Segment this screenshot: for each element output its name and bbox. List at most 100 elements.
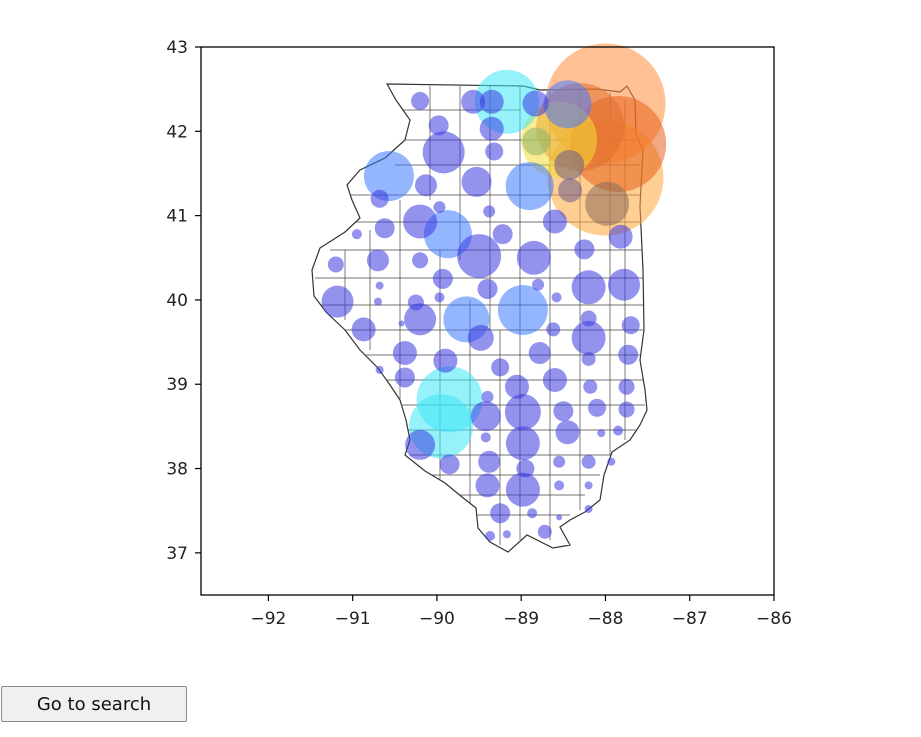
data-point <box>537 524 552 539</box>
data-point <box>432 268 453 289</box>
data-point <box>439 454 460 475</box>
data-point <box>428 115 449 136</box>
data-point <box>583 379 598 394</box>
y-tick-label: 38 <box>166 460 188 480</box>
data-point <box>366 249 389 272</box>
data-point <box>554 480 565 491</box>
data-point <box>398 320 405 327</box>
data-point <box>571 270 606 305</box>
data-point <box>505 472 540 507</box>
data-point <box>434 292 445 303</box>
data-point <box>491 358 510 377</box>
data-point <box>414 174 437 197</box>
y-axis: 37 38 39 40 41 42 43 <box>166 38 201 564</box>
data-point <box>411 91 430 110</box>
data-point <box>485 530 496 541</box>
data-point <box>483 205 496 218</box>
data-point <box>528 342 551 365</box>
data-point <box>588 398 607 417</box>
data-point <box>363 150 414 201</box>
data-point <box>555 420 580 445</box>
data-point <box>618 401 635 418</box>
data-point <box>581 454 596 469</box>
data-point <box>467 324 494 351</box>
data-point <box>585 181 630 226</box>
data-point <box>546 322 561 337</box>
data-point <box>584 481 593 490</box>
data-point <box>581 351 596 366</box>
go-to-search-button[interactable]: Go to search <box>1 686 187 722</box>
data-point <box>404 303 437 336</box>
data-point <box>505 162 554 211</box>
bubble-map-chart: −92 −91 −90 −89 −88 −87 −86 37 38 39 40 41 42 43 <box>166 38 792 629</box>
data-point <box>327 256 344 273</box>
x-tick-label: −89 <box>503 609 539 629</box>
data-point <box>461 166 492 197</box>
data-point <box>470 401 501 432</box>
y-tick-label: 42 <box>166 122 188 142</box>
data-point <box>551 292 562 303</box>
data-point <box>584 505 593 514</box>
data-point <box>461 89 486 114</box>
data-point <box>392 341 417 366</box>
data-point <box>613 425 624 436</box>
data-point <box>522 90 549 117</box>
data-point <box>542 368 567 393</box>
bubble-series <box>321 43 667 541</box>
data-point <box>571 320 606 355</box>
data-point <box>607 457 616 466</box>
data-point <box>554 150 585 181</box>
data-point <box>412 252 429 269</box>
data-point <box>433 348 458 373</box>
x-tick-label: −91 <box>335 609 371 629</box>
y-tick-label: 37 <box>166 544 188 564</box>
data-point <box>374 218 395 239</box>
data-point <box>505 426 540 461</box>
data-point <box>490 503 511 524</box>
data-point <box>351 229 362 240</box>
data-point <box>516 459 535 478</box>
data-point <box>621 316 640 335</box>
y-tick-label: 40 <box>166 291 188 311</box>
y-tick-label: 43 <box>166 38 188 58</box>
y-tick-label: 41 <box>166 207 188 227</box>
y-tick-label: 39 <box>166 375 188 395</box>
data-point <box>351 317 376 342</box>
data-point <box>478 450 501 473</box>
data-point <box>475 473 500 498</box>
data-point <box>481 390 494 403</box>
data-point <box>394 367 415 388</box>
data-point <box>553 401 574 422</box>
data-point <box>558 178 583 203</box>
data-point <box>373 297 382 306</box>
data-point <box>403 204 438 239</box>
x-tick-label: −87 <box>672 609 708 629</box>
data-point <box>532 278 545 291</box>
x-tick-label: −92 <box>250 609 286 629</box>
x-axis: −92 −91 −90 −89 −88 −87 −86 <box>250 595 792 629</box>
data-point <box>504 394 541 431</box>
data-point <box>485 142 504 161</box>
x-tick-label: −90 <box>419 609 455 629</box>
data-point <box>618 344 639 365</box>
data-point <box>574 239 595 260</box>
data-point <box>608 268 641 301</box>
x-tick-label: −88 <box>588 609 624 629</box>
data-point <box>375 365 384 374</box>
x-tick-label: −86 <box>756 609 792 629</box>
data-point <box>375 281 384 290</box>
data-point <box>527 508 538 519</box>
data-point <box>479 116 504 141</box>
data-point <box>580 310 597 327</box>
data-point <box>321 285 354 318</box>
data-point <box>457 234 502 279</box>
data-point <box>497 285 548 336</box>
data-point <box>516 240 551 275</box>
data-point <box>370 189 389 208</box>
data-point <box>405 429 436 460</box>
data-point <box>422 131 465 174</box>
data-point <box>542 209 567 234</box>
data-point <box>479 89 504 114</box>
data-point <box>618 378 635 395</box>
plot-frame <box>200 46 775 596</box>
